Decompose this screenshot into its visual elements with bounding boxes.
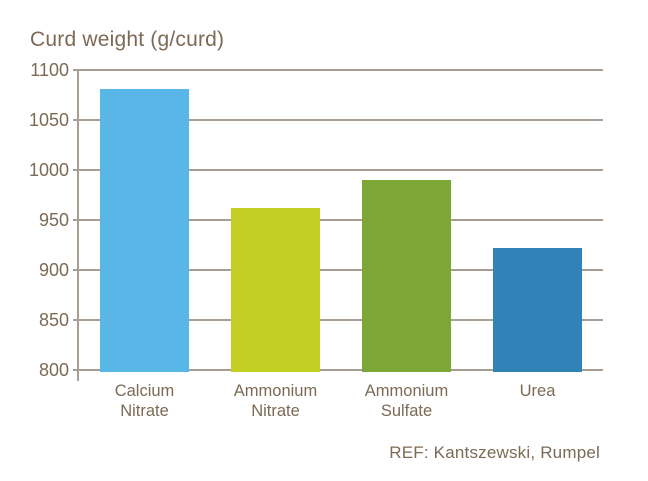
x-tick-label-ammonium-nitrate: Ammonium Nitrate [233, 382, 318, 420]
y-tick-label-1050: 1050 [28, 110, 69, 130]
gridline-900 [73, 269, 603, 271]
y-tick-label-950: 950 [38, 210, 69, 230]
gridline-1000 [73, 169, 603, 171]
y-axis-line [77, 70, 79, 381]
bar-urea [493, 248, 582, 372]
gridline-850 [73, 319, 603, 321]
bar-ammonium-sulfate [362, 180, 451, 372]
chart-title: Curd weight (g/curd) [30, 28, 225, 51]
reference-note: REF: Kantszewski, Rumpel [389, 443, 600, 462]
y-tick-label-1000: 1000 [28, 160, 69, 180]
x-tick-label-ammonium-sulfate: Ammonium Sulfate [364, 382, 449, 420]
y-tick-label-800: 800 [38, 360, 69, 380]
y-tick-label-850: 850 [38, 310, 69, 330]
x-tick-label-calcium-nitrate: Calcium Nitrate [114, 382, 175, 420]
bar-calcium-nitrate [100, 89, 189, 372]
plot-area [73, 69, 603, 381]
gridline-1100 [73, 69, 603, 71]
gridline-800 [73, 369, 603, 371]
gridline-1050 [73, 119, 603, 121]
y-tick-label-1100: 1100 [30, 60, 69, 80]
y-tick-label-900: 900 [38, 260, 69, 280]
gridline-950 [73, 219, 603, 221]
bar-ammonium-nitrate [231, 208, 320, 372]
x-tick-label-urea: Urea [519, 382, 556, 400]
